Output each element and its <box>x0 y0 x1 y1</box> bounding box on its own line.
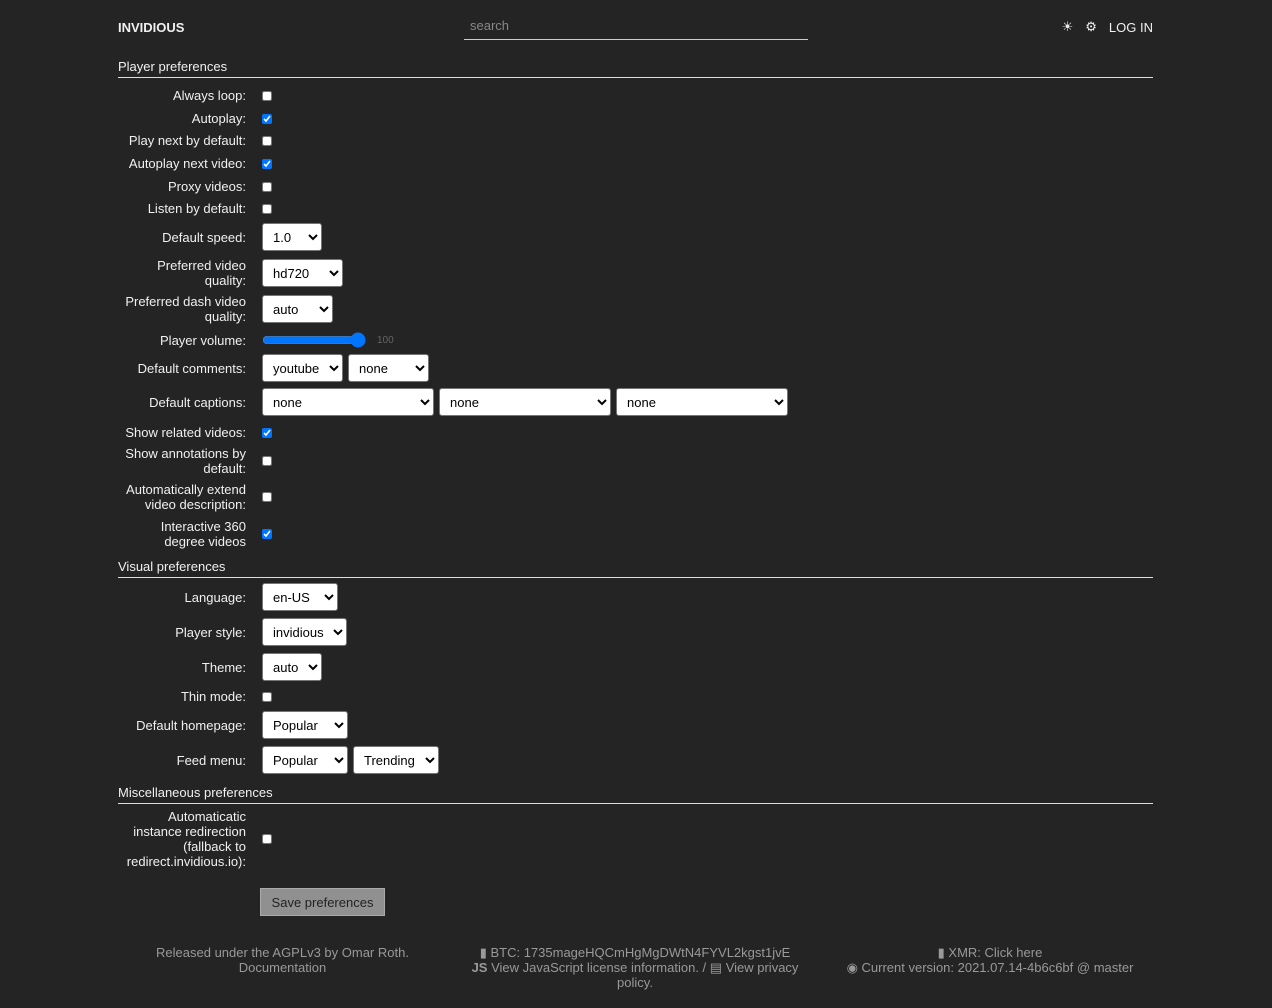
label: Preferred dash video quality: <box>125 294 246 324</box>
homepage-select[interactable]: Popular <box>262 711 348 739</box>
brand-logo[interactable]: INVIDIOUS <box>118 20 185 35</box>
always-loop-checkbox[interactable] <box>262 90 272 101</box>
save-button[interactable]: Save preferences <box>260 888 385 916</box>
comments-select-2[interactable]: none <box>348 354 429 382</box>
gear-icon[interactable]: ⚙ <box>1085 19 1097 34</box>
wallet-icon: ▮ <box>479 945 491 960</box>
play-next-checkbox[interactable] <box>262 135 272 146</box>
listen-checkbox[interactable] <box>262 203 272 214</box>
github-icon: ◉ <box>846 960 862 975</box>
autoplay-checkbox[interactable] <box>262 113 272 124</box>
label: Player volume: <box>160 332 246 348</box>
label: Autoplay next video: <box>128 156 246 171</box>
label: Default captions: <box>149 394 246 410</box>
footer-center: ▮ BTC: 1735mageHQCmHgMgDWtN4FYVL2kgst1jv… <box>470 945 800 990</box>
privacy-link[interactable]: View privacy policy. <box>617 960 799 990</box>
captions-select-1[interactable]: none <box>262 388 434 416</box>
documentation-link[interactable]: Documentation <box>238 960 327 975</box>
label: Language: <box>184 589 246 605</box>
label: Interactive 360 degree videos <box>160 519 246 549</box>
label: Listen by default: <box>147 201 246 216</box>
section-misc: Miscellaneous preferences <box>118 785 1153 804</box>
captions-select-2[interactable]: none <box>439 388 611 416</box>
footer-right: ▮ XMR: Click here ◉ Current version: 202… <box>840 945 1140 975</box>
feed-menu-select-2[interactable]: Trending <box>353 746 439 774</box>
volume-slider[interactable] <box>262 332 366 348</box>
footer-left: Released under the AGPLv3 by Omar Roth. … <box>150 945 415 975</box>
label: Show annotations by default: <box>125 446 246 476</box>
label: Proxy videos: <box>167 179 246 194</box>
js-icon: JS <box>471 960 492 975</box>
section-visual: Visual preferences <box>118 559 1153 578</box>
360-videos-checkbox[interactable] <box>262 529 272 539</box>
theme-select[interactable]: auto <box>262 653 322 681</box>
label: Show related videos: <box>125 425 246 440</box>
login-link[interactable]: LOG IN <box>1108 19 1153 35</box>
volume-value: 100 <box>377 334 394 346</box>
related-checkbox[interactable] <box>262 427 272 438</box>
label: Automaticatic instance redirection (fall… <box>126 809 246 869</box>
label: Thin mode: <box>180 689 246 704</box>
autoplay-next-checkbox[interactable] <box>262 158 272 169</box>
search-input[interactable] <box>464 12 808 40</box>
label: Player style: <box>175 624 246 640</box>
xmr-link[interactable]: XMR: Click here <box>948 945 1043 960</box>
extend-description-checkbox[interactable] <box>262 492 272 502</box>
license-text: Released under the AGPLv3 by Omar Roth. <box>156 945 409 960</box>
wallet-icon: ▮ <box>937 945 949 960</box>
section-player: Player preferences <box>118 59 1153 78</box>
label: Default speed: <box>162 229 246 245</box>
language-select[interactable]: en-US <box>262 583 338 611</box>
quality-select[interactable]: hd720 <box>262 259 343 287</box>
navbar: INVIDIOUS ☀ ⚙ LOG IN <box>118 0 1153 50</box>
label: Always loop: <box>173 88 246 103</box>
label: Theme: <box>201 659 246 675</box>
label: Feed menu: <box>176 752 246 768</box>
comments-select-1[interactable]: youtube <box>262 354 343 382</box>
version-text[interactable]: Current version: 2021.07.14-4b6c6bf @ ma… <box>861 960 1134 975</box>
label: Play next by default: <box>128 133 246 148</box>
speed-select[interactable]: 1.0 <box>262 223 322 251</box>
sun-icon[interactable]: ☀ <box>1061 19 1074 34</box>
captions-select-3[interactable]: none <box>616 388 788 416</box>
separator: / <box>698 960 710 975</box>
js-license-link[interactable]: View JavaScript license information. <box>491 960 699 975</box>
dash-quality-select[interactable]: auto <box>262 295 333 323</box>
proxy-videos-checkbox[interactable] <box>262 181 272 192</box>
redirect-checkbox[interactable] <box>262 834 272 844</box>
label: Preferred video quality: <box>157 258 246 288</box>
label: Automatically extend video description: <box>126 482 246 512</box>
label: Autoplay: <box>191 111 246 126</box>
player-style-select[interactable]: invidious <box>262 618 347 646</box>
label: Default comments: <box>137 360 246 376</box>
label: Default homepage: <box>136 717 246 733</box>
document-icon: ▤ <box>709 960 726 975</box>
thin-mode-checkbox[interactable] <box>262 691 272 702</box>
btc-address: BTC: 1735mageHQCmHgMgDWtN4FYVL2kgst1jvE <box>490 945 791 960</box>
feed-menu-select-1[interactable]: Popular <box>262 746 348 774</box>
annotations-checkbox[interactable] <box>262 456 272 466</box>
